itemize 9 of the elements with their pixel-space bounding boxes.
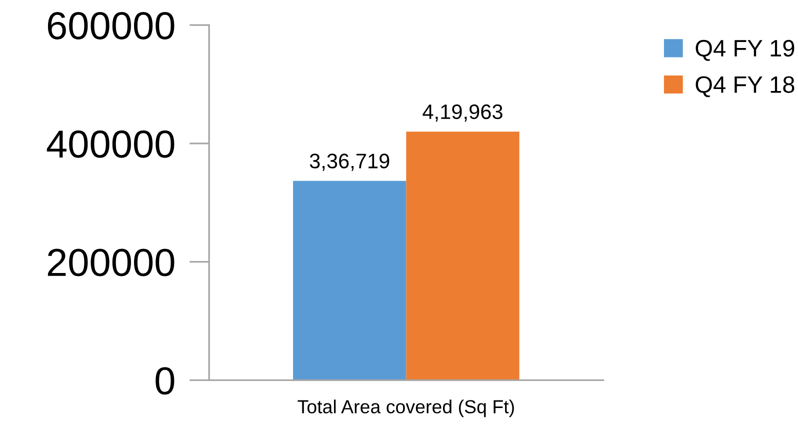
x-tick-label: Total Area covered (Sq Ft) bbox=[298, 400, 514, 418]
y-tick-label: 600000 bbox=[48, 12, 174, 40]
data-label: 3,36,719 bbox=[310, 154, 390, 171]
legend-label: Q4 FY 18 bbox=[696, 76, 794, 98]
y-tick-label: 0 bbox=[156, 367, 174, 395]
y-tick-label: 200000 bbox=[48, 248, 174, 276]
legend-label: Q4 FY 19 bbox=[696, 40, 794, 61]
y-tick-label: 400000 bbox=[46, 130, 174, 158]
data-label: 4,19,963 bbox=[422, 104, 502, 122]
